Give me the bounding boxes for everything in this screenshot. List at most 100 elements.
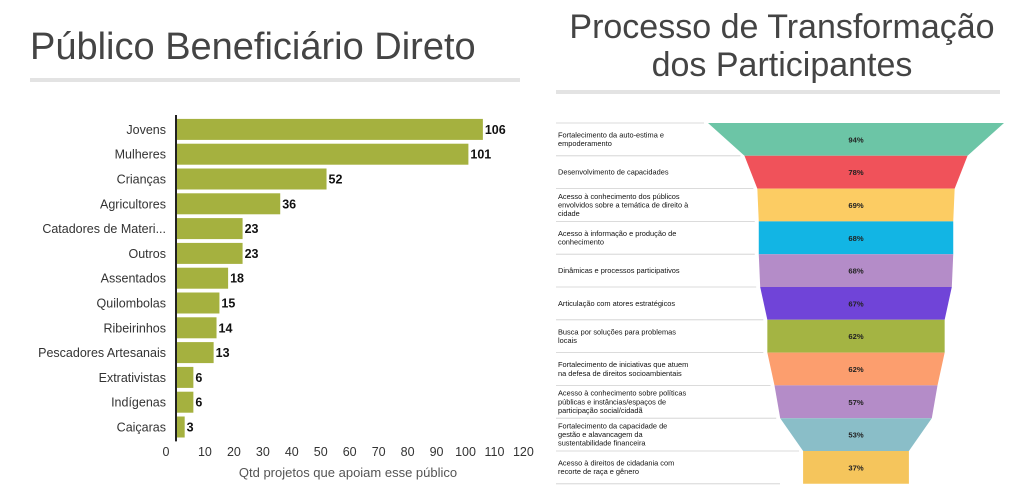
bar-chart-title: Público Beneficiário Direto bbox=[30, 26, 476, 68]
category-label: Crianças bbox=[117, 173, 166, 187]
funnel-segment bbox=[758, 254, 954, 287]
data-label: 14 bbox=[219, 321, 233, 335]
funnel-segment bbox=[744, 155, 968, 189]
funnel-segment bbox=[767, 319, 945, 353]
funnel-category-label: públicas e instâncias/espaços de bbox=[558, 397, 666, 406]
funnel-value-label: 62% bbox=[848, 332, 863, 341]
category-label: Agricultores bbox=[100, 197, 166, 211]
funnel-category-label: Acesso à direitos de cidadania com bbox=[558, 459, 674, 468]
x-tick-label: 100 bbox=[455, 445, 476, 459]
funnel-value-label: 78% bbox=[848, 168, 863, 177]
bar bbox=[176, 292, 220, 314]
bar bbox=[176, 342, 214, 364]
funnel-category-label: cidade bbox=[558, 209, 580, 218]
category-label: Catadores de Materi... bbox=[42, 222, 166, 236]
data-label: 3 bbox=[187, 421, 194, 435]
funnel-category-label: Fortalecimento da capacidade de bbox=[558, 422, 667, 431]
funnel-segment bbox=[758, 221, 954, 255]
category-label: Outros bbox=[128, 247, 166, 261]
funnel-value-label: 68% bbox=[848, 234, 863, 243]
funnel-value-label: 94% bbox=[848, 135, 863, 144]
x-tick-label: 0 bbox=[163, 445, 170, 459]
funnel-category-label: Acesso à informação e produção de bbox=[558, 229, 676, 238]
data-label: 106 bbox=[485, 123, 506, 137]
funnel-value-label: 68% bbox=[848, 267, 863, 276]
x-tick-label: 40 bbox=[285, 445, 299, 459]
category-label: Indígenas bbox=[111, 396, 166, 410]
funnel-category-label: Dinâmicas e processos participativos bbox=[558, 266, 680, 275]
x-tick-label: 80 bbox=[401, 445, 415, 459]
bar bbox=[176, 267, 229, 289]
funnel-value-label: 69% bbox=[848, 201, 863, 210]
funnel-category-label: Acesso à conhecimento sobre políticas bbox=[558, 389, 686, 398]
data-label: 52 bbox=[329, 173, 343, 187]
funnel-segment bbox=[708, 123, 1004, 156]
funnel-segment bbox=[780, 418, 932, 451]
funnel-category-label: Acesso à conhecimento dos públicos bbox=[558, 192, 680, 201]
x-tick-label: 50 bbox=[314, 445, 328, 459]
x-tick-label: 20 bbox=[227, 445, 241, 459]
funnel-category-label: Fortalecimento de iniciativas que atuem bbox=[558, 360, 688, 369]
funnel-category-label: participação social/cidadã bbox=[558, 406, 644, 415]
bar bbox=[176, 143, 469, 165]
funnel-title-line-1: Processo de Transformação bbox=[569, 8, 995, 46]
bar bbox=[176, 118, 483, 140]
category-label: Ribeirinhos bbox=[103, 321, 166, 335]
funnel-category-label: Busca por soluções para problemas bbox=[558, 327, 676, 336]
bar bbox=[176, 193, 281, 215]
x-tick-label: 60 bbox=[343, 445, 357, 459]
data-label: 6 bbox=[195, 396, 202, 410]
category-label: Mulheres bbox=[115, 148, 166, 162]
funnel-category-label: recorte de raça e gênero bbox=[558, 467, 639, 476]
data-label: 13 bbox=[216, 346, 230, 360]
bar bbox=[176, 218, 243, 240]
bar bbox=[176, 242, 243, 264]
funnel-category-label: locais bbox=[558, 336, 577, 345]
funnel-category-label: envolvidos sobre a temática de direito à bbox=[558, 201, 689, 210]
data-label: 101 bbox=[470, 148, 491, 162]
bar bbox=[176, 391, 194, 413]
funnel-value-label: 37% bbox=[848, 463, 863, 472]
data-label: 23 bbox=[245, 222, 259, 236]
bar bbox=[176, 366, 194, 388]
category-label: Caiçaras bbox=[117, 421, 166, 435]
funnel-category-label: Fortalecimento da auto-estima e bbox=[558, 131, 664, 140]
funnel-segment bbox=[760, 287, 952, 320]
funnel-value-label: 62% bbox=[848, 365, 863, 374]
category-label: Assentados bbox=[101, 272, 166, 286]
category-label: Pescadores Artesanais bbox=[38, 346, 166, 360]
title-underline-left bbox=[30, 78, 520, 82]
funnel-chart-title: Processo de Transformação dos Participan… bbox=[552, 8, 1012, 84]
bar bbox=[176, 416, 185, 438]
title-underline-right bbox=[556, 90, 1000, 94]
bar bbox=[176, 168, 327, 190]
x-tick-label: 90 bbox=[430, 445, 444, 459]
data-label: 6 bbox=[195, 371, 202, 385]
x-tick-label: 30 bbox=[256, 445, 270, 459]
funnel-segment bbox=[757, 188, 955, 222]
funnel-category-label: conhecimento bbox=[558, 238, 604, 247]
x-axis-title: Qtd projetos que apoiam esse público bbox=[239, 465, 457, 480]
funnel-value-label: 53% bbox=[848, 431, 863, 440]
x-tick-label: 120 bbox=[513, 445, 534, 459]
category-label: Jovens bbox=[126, 123, 166, 137]
bar bbox=[176, 317, 217, 339]
funnel-category-label: Articulação com atores estratégicos bbox=[558, 299, 675, 308]
funnel-value-label: 67% bbox=[848, 299, 863, 308]
x-tick-label: 10 bbox=[198, 445, 212, 459]
funnel-category-label: na defesa de direitos socioambientais bbox=[558, 369, 682, 378]
funnel-segment bbox=[803, 451, 909, 484]
x-tick-label: 70 bbox=[372, 445, 386, 459]
data-label: 36 bbox=[282, 197, 296, 211]
funnel-title-line-2: dos Participantes bbox=[651, 46, 913, 84]
funnel-category-label: Desenvolvimento de capacidades bbox=[558, 168, 669, 177]
funnel-segment bbox=[767, 352, 945, 386]
category-label: Extrativistas bbox=[99, 371, 166, 385]
data-label: 23 bbox=[245, 247, 259, 261]
funnel-value-label: 57% bbox=[848, 398, 863, 407]
x-tick-label: 110 bbox=[484, 445, 504, 459]
data-label: 15 bbox=[221, 297, 235, 311]
category-label: Quilombolas bbox=[97, 297, 166, 311]
